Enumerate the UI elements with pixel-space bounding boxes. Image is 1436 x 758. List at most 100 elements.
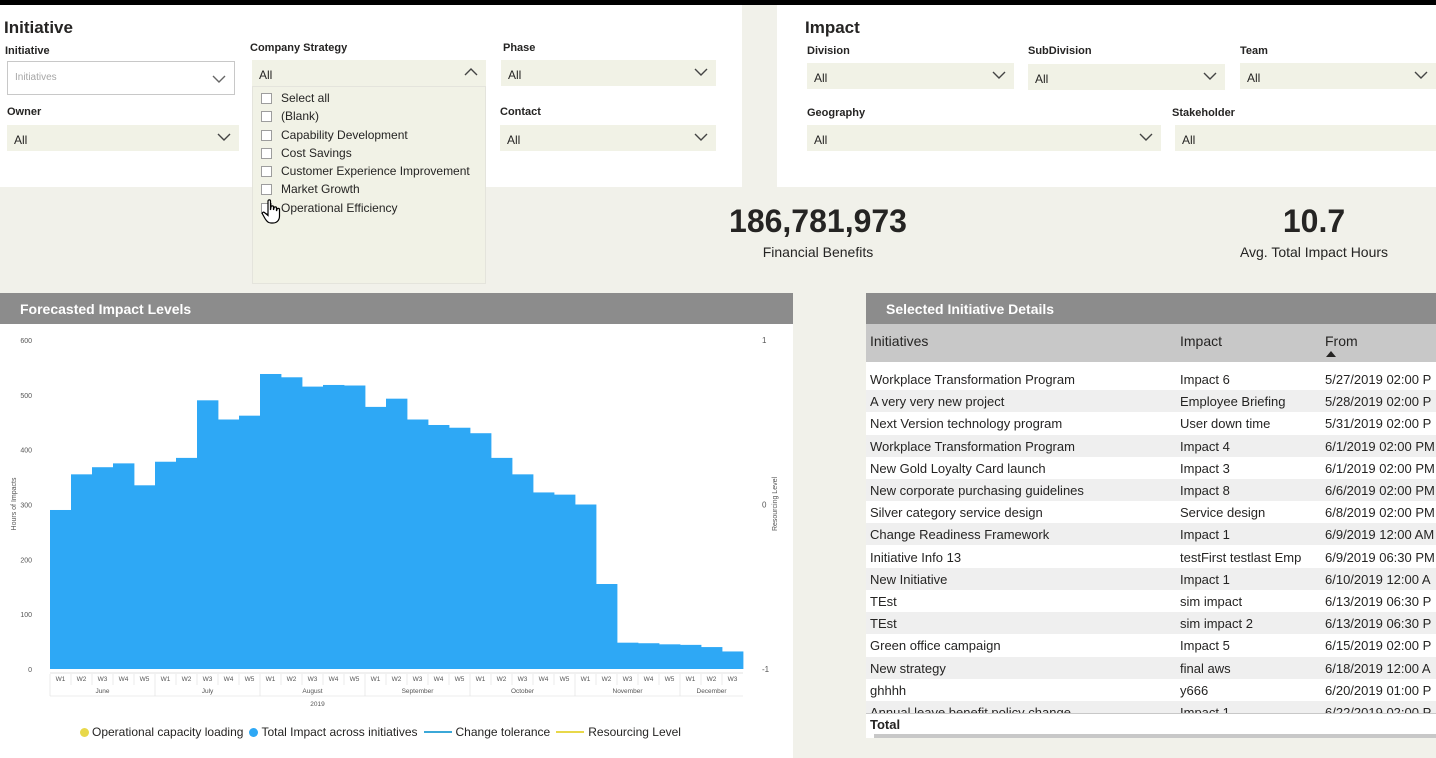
bar [176,457,198,669]
strategy-option-select-all[interactable]: Select all [261,89,330,107]
bar [386,398,408,669]
cell-initiative: Silver category service design [870,505,1043,521]
cell-initiative: New Initiative [870,571,948,587]
cell-initiative: Workplace Transformation Program [870,372,1075,387]
table-row[interactable]: TEst sim impact 2 6/13/2019 06:30 P [866,612,1436,635]
sort-ascending-icon[interactable] [1326,351,1336,357]
checkbox[interactable] [261,165,272,177]
strategy-option-customer-experience[interactable]: Customer Experience Improvement [261,162,470,180]
cell-from: 6/9/2019 06:30 PM [1325,549,1435,565]
company-strategy-select[interactable]: All [252,60,486,86]
table-row[interactable]: Next Version technology program User down… [866,412,1436,434]
cell-initiative: Green office campaign [870,638,1001,654]
contact-value: All [507,133,521,147]
subdivision-select[interactable]: All [1028,64,1225,90]
bar [659,644,681,669]
week-tick-label: W4 [119,676,129,683]
initiative-filter-label: Initiative [5,45,50,57]
table-row[interactable]: New strategy final aws 6/18/2019 12:00 A [866,656,1436,679]
stakeholder-select[interactable]: All [1175,125,1436,151]
legend-line-icon [556,731,585,733]
strategy-option-cost-savings[interactable]: Cost Savings [261,144,352,162]
owner-select[interactable]: All [7,125,239,151]
cell-impact: Employee Briefing [1180,394,1286,410]
week-tick-label: W3 [413,676,423,683]
week-tick-label: W5 [560,676,570,683]
table-row[interactable]: Green office campaign Impact 5 6/15/2019 0… [866,634,1436,656]
cell-impact: Impact 3 [1180,460,1230,476]
strategy-option-label: Market Growth [281,182,360,196]
table-row[interactable]: New corporate purchasing guidelines Impac… [866,479,1436,501]
y-tick-label: 300 [20,503,32,510]
cell-impact: Impact 1 [1180,527,1230,543]
chevron-down-icon [1414,71,1428,79]
week-tick-label: W3 [728,676,738,683]
week-tick-label: W4 [644,676,654,683]
initiative-details-table: Initiatives Impact From Workplace Transf… [866,324,1436,738]
checkbox[interactable] [261,183,272,195]
cell-impact: final aws [1180,660,1231,676]
y2-axis-title: Resourcing Level [772,477,779,532]
week-tick-label: W3 [518,676,528,683]
horizontal-scrollbar[interactable] [874,734,1436,738]
week-tick-label: W2 [602,676,612,683]
column-header-from[interactable]: From [1325,333,1358,349]
column-header-impact[interactable]: Impact [1180,333,1223,349]
table-row[interactable]: Change Readiness Framework Impact 1 6/9/20… [866,523,1436,546]
strategy-option-capability-development[interactable]: Capability Development [261,126,408,144]
division-select[interactable]: All [807,63,1014,89]
table-row[interactable]: Workplace Transformation Program Impact 6… [866,368,1436,390]
bar [134,485,156,669]
checkbox[interactable] [261,147,272,159]
table-row[interactable]: A very very new project Employee Briefing… [866,390,1436,413]
week-tick-label: W1 [266,676,276,683]
contact-select[interactable]: All [500,125,716,151]
geography-select[interactable]: All [807,125,1161,151]
table-row[interactable]: New Gold Loyalty Card launch Impact 3 6/1/… [866,457,1436,479]
legend-label: Total Impact across initiatives [261,725,418,739]
strategy-option-label: Select all [281,91,330,105]
legend-line-icon [423,731,452,733]
details-section-header: Selected Initiative Details [866,293,1436,324]
cell-impact: testFirst testlast Emp [1180,549,1302,565]
table-row[interactable]: Silver category service design Service de… [866,501,1436,523]
table-row[interactable]: New Initiative Impact 1 6/10/2019 12:00 A [866,567,1436,590]
table-row[interactable]: Initiative Info 13 testFirst testlast Emp… [866,546,1436,568]
legend-item-total-impact: Total Impact across initiatives [249,725,418,739]
strategy-option-market-growth[interactable]: Market Growth [261,180,360,198]
bar [470,433,492,669]
cell-from: 5/28/2019 02:00 P [1325,394,1432,410]
table-row[interactable]: TEst sim impact 6/13/2019 06:30 P [866,590,1436,612]
table-row[interactable]: ghhhh y666 6/20/2019 01:00 P [866,679,1436,701]
month-tick-label: October [511,688,535,695]
column-header-initiatives[interactable]: Initiatives [870,333,929,349]
bar [365,406,387,669]
chevron-down-icon [694,133,708,141]
phase-label: Phase [503,42,536,54]
cell-from: 6/15/2019 02:00 P [1325,638,1432,654]
initiative-filter-select[interactable]: Initiatives [7,61,235,95]
phase-select[interactable]: All [501,60,716,86]
table-row[interactable]: Workplace Transformation Program Impact 4… [866,434,1436,457]
week-tick-label: W4 [539,676,549,683]
bar [554,494,576,669]
month-tick-label: September [402,688,435,695]
checkbox[interactable] [261,92,272,104]
y2-tick-label: 0 [762,501,767,510]
checkbox[interactable] [261,110,272,122]
checkbox[interactable] [261,129,272,141]
strategy-option-label: Operational Efficiency [281,201,398,215]
chevron-down-icon [212,75,226,83]
chart-legend: Operational capacity loading Total Impac… [80,725,687,739]
contact-label: Contact [500,106,541,118]
bar [302,386,324,669]
cell-from: 6/18/2019 12:00 A [1325,660,1431,676]
year-tick-label: 2019 [310,701,325,708]
cell-impact: y666 [1180,682,1209,698]
company-strategy-label: Company Strategy [250,42,348,54]
team-select[interactable]: All [1240,63,1436,89]
strategy-option-blank[interactable]: (Blank) [261,107,319,125]
cell-initiative: Initiative Info 13 [870,549,962,565]
week-tick-label: W5 [350,676,360,683]
chevron-down-icon [1139,133,1153,141]
